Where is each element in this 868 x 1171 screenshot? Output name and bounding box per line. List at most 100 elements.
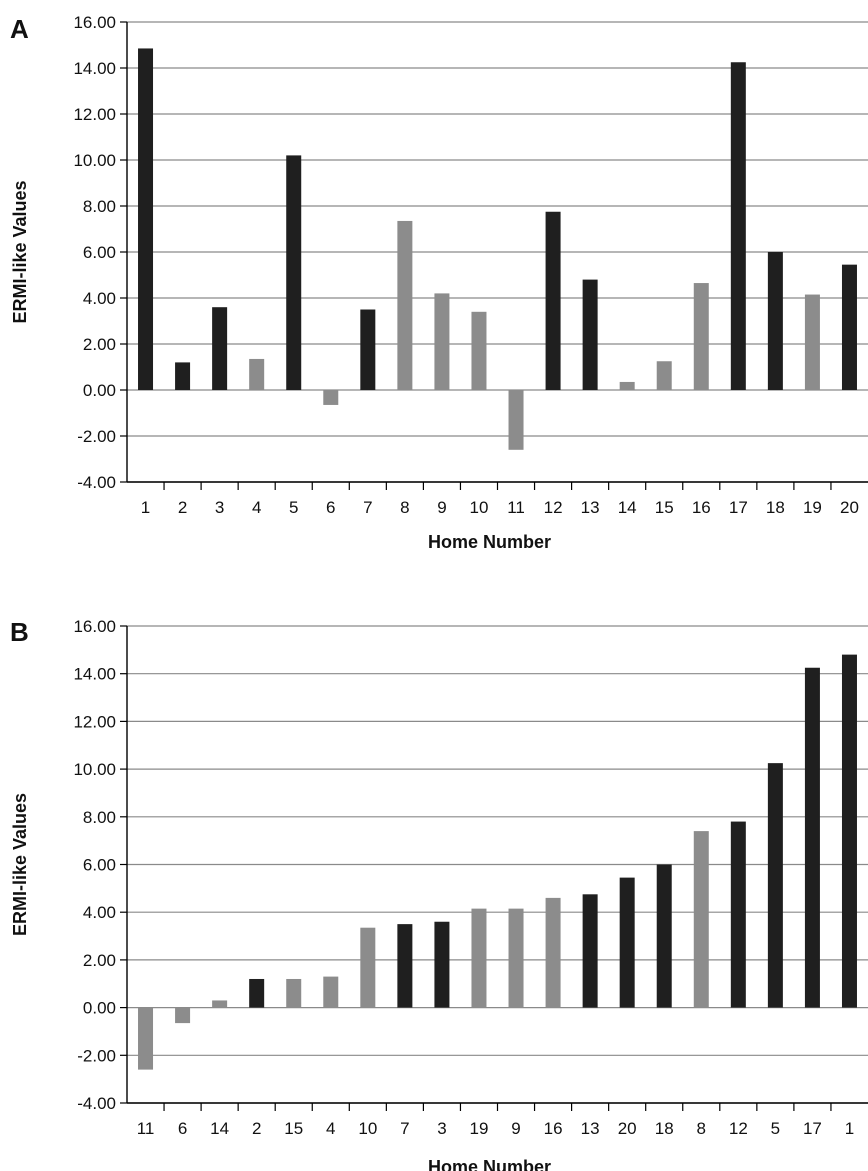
bar (212, 307, 228, 390)
bar (471, 908, 487, 1008)
x-tick-label: 3 (215, 498, 224, 517)
x-tick-label: 20 (618, 1119, 637, 1138)
x-tick-label: 16 (692, 498, 711, 517)
x-tick-label: 10 (470, 498, 489, 517)
bar (249, 978, 265, 1008)
bar (767, 763, 783, 1008)
bar (323, 390, 339, 405)
x-tick-label: 19 (470, 1119, 489, 1138)
x-axis-title: Home Number (428, 532, 551, 552)
bar (656, 361, 672, 390)
bar (730, 821, 746, 1008)
x-tick-label: 17 (729, 498, 748, 517)
x-tick-label: 3 (437, 1119, 446, 1138)
x-tick-label: 7 (363, 498, 372, 517)
bar (545, 897, 561, 1008)
y-tick-label: -2.00 (77, 1046, 116, 1065)
x-tick-label: 17 (803, 1119, 822, 1138)
bar (804, 294, 820, 390)
x-tick-label: 4 (252, 498, 261, 517)
bar (138, 1007, 154, 1070)
bar (693, 831, 709, 1008)
bar (841, 264, 857, 390)
x-tick-label: 14 (618, 498, 637, 517)
x-tick-label: 16 (544, 1119, 563, 1138)
bar (545, 211, 561, 390)
x-tick-label: 4 (326, 1119, 335, 1138)
x-tick-label: 19 (803, 498, 822, 517)
y-tick-label: 0.00 (83, 999, 116, 1018)
bar (582, 279, 598, 390)
bar (397, 220, 413, 390)
panel-a-chart: A 16.00 14.00 12.00 10.00 8.00 6.00 4.00 2.00 0.0… (10, 13, 868, 552)
x-tick-label: 20 (840, 498, 859, 517)
x-tick-label: 15 (655, 498, 674, 517)
x-tick-label: 18 (655, 1119, 674, 1138)
x-tick-label: 13 (581, 1119, 600, 1138)
y-tick-label: -4.00 (77, 473, 116, 492)
x-tick-label: 7 (400, 1119, 409, 1138)
bar (656, 864, 672, 1008)
bar (841, 654, 857, 1008)
x-tick-label: 2 (252, 1119, 261, 1138)
bar (175, 1007, 191, 1024)
bar (286, 978, 302, 1008)
x-tick-label: 1 (845, 1119, 854, 1138)
x-axis-title: Home Number (428, 1157, 551, 1171)
x-tick-label: 13 (581, 498, 600, 517)
bar (582, 894, 598, 1008)
y-tick-label: 2.00 (83, 951, 116, 970)
x-tick-label: 5 (289, 498, 298, 517)
x-tick-label: 9 (437, 498, 446, 517)
x-tick-label: 6 (326, 498, 335, 517)
x-tick-label: 9 (511, 1119, 520, 1138)
x-tick-label: 5 (771, 1119, 780, 1138)
bar (360, 927, 376, 1008)
y-tick-label: 14.00 (73, 665, 116, 684)
y-tick-label: -2.00 (77, 427, 116, 446)
y-tick-label: 14.00 (73, 59, 116, 78)
bar (138, 48, 154, 390)
bar (619, 877, 635, 1008)
x-tick-label: 6 (178, 1119, 187, 1138)
bar (323, 976, 339, 1008)
bar (212, 1000, 228, 1008)
y-tick-label: 8.00 (83, 197, 116, 216)
y-axis-title: ERMI-like Values (10, 793, 30, 936)
x-tick-label: 18 (766, 498, 785, 517)
bar (804, 667, 820, 1008)
y-tick-label: 10.00 (73, 760, 116, 779)
x-tick-label: 8 (400, 498, 409, 517)
panel-label: A (10, 14, 29, 44)
bar (360, 309, 376, 390)
bar (249, 358, 265, 390)
bar (397, 924, 413, 1008)
y-axis-title: ERMI-like Values (10, 180, 30, 323)
y-tick-label: 12.00 (73, 712, 116, 731)
bar (693, 283, 709, 390)
y-tick-label: 16.00 (73, 617, 116, 636)
y-tick-label: 2.00 (83, 335, 116, 354)
bar (767, 252, 783, 390)
y-tick-label: 6.00 (83, 243, 116, 262)
bar (434, 921, 450, 1008)
x-tick-label: 15 (284, 1119, 303, 1138)
bar (471, 311, 487, 390)
y-tick-label: 0.00 (83, 381, 116, 400)
bar (619, 381, 635, 390)
y-tick-label: 10.00 (73, 151, 116, 170)
x-tick-label: 12 (729, 1119, 748, 1138)
y-tick-label: 4.00 (83, 903, 116, 922)
x-tick-label: 14 (210, 1119, 229, 1138)
x-tick-label: 11 (137, 1119, 155, 1138)
bar (175, 362, 191, 390)
y-tick-label: -4.00 (77, 1094, 116, 1113)
bar (730, 62, 746, 390)
y-tick-label: 6.00 (83, 856, 116, 875)
bar (434, 293, 450, 390)
x-tick-label: 8 (697, 1119, 706, 1138)
bar (508, 390, 524, 450)
y-tick-label: 12.00 (73, 105, 116, 124)
x-tick-label: 1 (141, 498, 150, 517)
bar (508, 908, 524, 1008)
